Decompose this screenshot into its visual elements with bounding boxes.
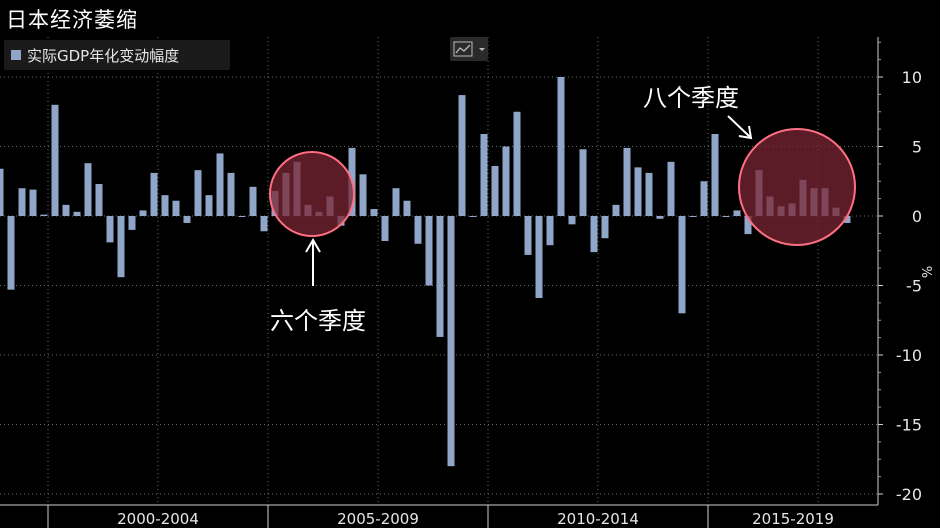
highlight-circle-left xyxy=(269,151,355,237)
bar xyxy=(73,211,81,216)
bar xyxy=(568,216,576,225)
bars xyxy=(0,77,851,467)
bar xyxy=(656,216,664,219)
bar xyxy=(403,200,411,216)
x-axis: 2000-2004 2005-2009 2010-2014 2015-2019 xyxy=(0,504,878,528)
bar xyxy=(711,133,719,216)
bar xyxy=(700,181,708,216)
bar xyxy=(40,214,48,216)
bar xyxy=(359,174,367,216)
bar xyxy=(524,216,532,255)
bar xyxy=(205,195,213,216)
bar xyxy=(425,216,433,286)
bar xyxy=(667,161,675,216)
bar xyxy=(513,111,521,216)
bar xyxy=(733,210,741,216)
bar xyxy=(18,188,26,216)
bar xyxy=(436,216,444,337)
chart-title: 日本经济萎缩 xyxy=(6,8,138,32)
y-axis-label: % xyxy=(921,266,936,278)
y-tick-label: 5 xyxy=(912,138,922,157)
annotation-arrowhead-left xyxy=(305,238,321,253)
x-period-label: 2005-2009 xyxy=(337,510,419,528)
bar xyxy=(7,216,15,290)
bar xyxy=(689,216,697,217)
legend[interactable]: 实际GDP年化变动幅度 xyxy=(4,40,230,70)
bar xyxy=(447,216,455,467)
bar xyxy=(150,172,158,216)
bar xyxy=(414,216,422,244)
bar xyxy=(84,163,92,216)
bar xyxy=(227,172,235,216)
bar xyxy=(128,216,136,230)
highlight-circles xyxy=(269,128,856,246)
y-tick-label: -20 xyxy=(896,485,922,504)
annotation-left-label: 六个季度 xyxy=(270,307,366,335)
y-tick-label: 0 xyxy=(912,207,922,226)
annotation-arrow-right xyxy=(727,115,751,138)
bar xyxy=(370,209,378,216)
bar xyxy=(216,153,224,216)
bar xyxy=(744,216,752,235)
bar xyxy=(260,216,268,232)
y-tick-label: -15 xyxy=(896,416,922,435)
bar xyxy=(678,216,686,314)
bar xyxy=(579,149,587,216)
bar xyxy=(117,216,125,278)
bar xyxy=(106,216,114,243)
bar xyxy=(139,210,147,216)
bar xyxy=(502,146,510,216)
bar xyxy=(249,186,257,216)
bar xyxy=(623,147,631,216)
bar xyxy=(469,216,477,217)
bar xyxy=(62,204,70,216)
bar xyxy=(480,133,488,216)
bar xyxy=(238,216,246,217)
bar xyxy=(29,189,37,216)
bar xyxy=(95,184,103,216)
x-period-label: 2010-2014 xyxy=(557,510,639,528)
bar xyxy=(172,200,180,216)
bar xyxy=(381,216,389,242)
annotation-right-label: 八个季度 xyxy=(643,84,739,112)
bar xyxy=(722,216,730,217)
bar xyxy=(634,167,642,216)
legend-swatch xyxy=(11,50,21,60)
legend-label: 实际GDP年化变动幅度 xyxy=(27,46,180,65)
x-period-label: 2000-2004 xyxy=(117,510,199,528)
line-chart-icon[interactable] xyxy=(450,37,488,61)
bar xyxy=(491,165,499,216)
x-period-label: 2015-2019 xyxy=(752,510,834,528)
bar xyxy=(161,195,169,216)
bar xyxy=(392,188,400,216)
bar xyxy=(0,168,4,216)
annotation-arrowhead-right xyxy=(738,125,753,140)
annotations: 六个季度 八个季度 xyxy=(270,84,753,335)
y-tick-label: -5 xyxy=(906,277,922,296)
bar xyxy=(645,172,653,216)
bar xyxy=(458,95,466,216)
bar xyxy=(601,216,609,239)
y-tick-label: 10 xyxy=(902,68,922,87)
bar xyxy=(194,170,202,216)
bar xyxy=(557,77,565,216)
y-axis: 10 5 0 -5 -10 -15 -20% xyxy=(877,37,936,505)
highlight-circle-right xyxy=(738,128,856,246)
y-tick-label: -10 xyxy=(896,346,922,365)
bar xyxy=(535,216,543,299)
bar xyxy=(590,216,598,253)
bar xyxy=(51,104,59,216)
bar xyxy=(612,204,620,216)
bar xyxy=(546,216,554,246)
bar xyxy=(843,216,851,223)
bar xyxy=(183,216,191,223)
